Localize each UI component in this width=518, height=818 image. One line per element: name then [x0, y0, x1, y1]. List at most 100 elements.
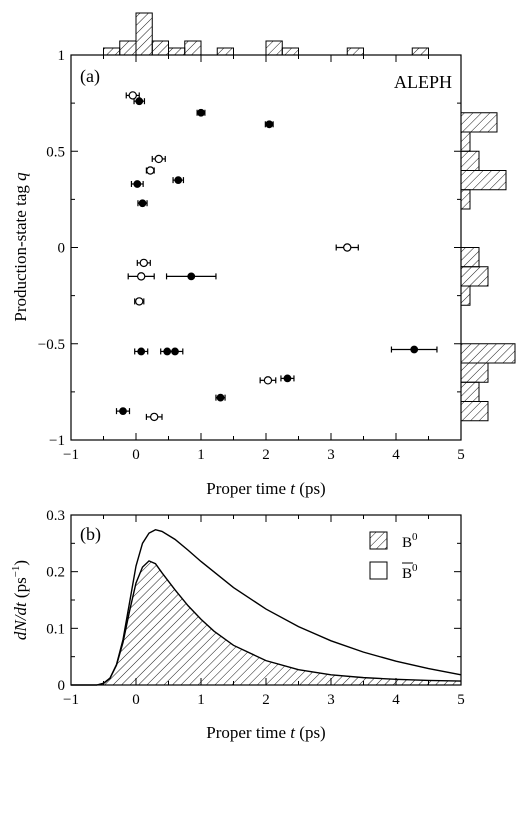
b-xtick-label: 2 [262, 692, 270, 708]
x-title-unit: (ps) [295, 479, 326, 498]
data-point-open [154, 154, 163, 164]
data-point-open [135, 297, 144, 306]
right-histogram [460, 112, 516, 422]
data-point-open [149, 412, 159, 422]
legend-swatch-b0 [369, 531, 388, 550]
panel-b-curves [71, 528, 462, 686]
legend-b0-sup: 0 [412, 531, 418, 543]
a-ytick-label: 1 [58, 48, 66, 64]
panel-b-ticks: −1 0 1 2 3 4 500.10.20.3 [46, 508, 465, 708]
right-histogram-bar [460, 266, 489, 287]
data-point-filled [133, 180, 142, 188]
x-title-prefix: Proper time [206, 479, 290, 498]
b-x-title-unit: (ps) [295, 723, 326, 742]
b-y-title-unit: (ps [11, 577, 30, 602]
b-ytick-label: 0.3 [46, 508, 65, 524]
top-histogram-bar [265, 40, 283, 56]
b0-area [97, 560, 461, 685]
data-point-open [146, 166, 155, 175]
b-ytick-label: 0.2 [46, 565, 65, 581]
right-histogram-bar [460, 247, 480, 268]
top-histogram-bar [411, 47, 429, 56]
data-point-filled [137, 347, 146, 356]
data-point-filled [138, 199, 147, 208]
b-xtick-label: −1 [63, 692, 79, 708]
aleph-label: ALEPH [394, 72, 452, 92]
data-point-open [343, 243, 352, 252]
top-histogram-bar [151, 40, 169, 56]
data-point-filled [119, 407, 127, 416]
legend-b0bar-sup: 0 [412, 562, 418, 574]
right-histogram-bar [460, 362, 489, 383]
panel-b-x-axis-title: Proper time t (ps) [206, 723, 325, 742]
data-point-filled [135, 97, 144, 106]
legend-swatch-b0bar [369, 561, 388, 580]
right-histogram-bar [460, 112, 498, 133]
legend: B0 B0 [369, 531, 418, 582]
b-y-title-var: dN/dt [11, 601, 30, 640]
legend-label-b0bar: B0 [402, 562, 418, 582]
data-point-filled [174, 176, 183, 185]
data-point-open [128, 91, 137, 100]
legend-b0bar-name: B [402, 566, 412, 582]
b-xtick-label: 5 [457, 692, 465, 708]
panel-b: −1 0 1 2 3 4 500.10.20.3 (b) B0 B0 Proper time… [10, 508, 465, 742]
a-ytick-label: 0.5 [46, 144, 65, 160]
a-ytick-label: −0.5 [38, 337, 65, 353]
data-point-filled [216, 393, 225, 402]
top-histogram-bar [168, 47, 186, 56]
b-x-title-prefix: Proper time [206, 723, 290, 742]
a-xtick-label: 0 [132, 447, 140, 463]
right-histogram-bar [460, 343, 516, 364]
legend-b0-name: B [402, 535, 412, 551]
b-x-title-var: t [290, 723, 296, 742]
data-point-filled [265, 120, 274, 129]
panel-a-points [115, 91, 438, 422]
data-point-open [263, 376, 273, 385]
y-title-var: q [11, 172, 30, 181]
panel-b-y-axis-title: dN/dt (ps−1) [10, 560, 30, 640]
right-histogram-bar [460, 401, 489, 422]
top-histogram-bar [346, 47, 364, 56]
right-histogram-bar [460, 189, 471, 210]
right-histogram-bar [460, 170, 507, 191]
top-histogram-bar [103, 47, 121, 56]
top-histogram-bar [281, 47, 299, 56]
a-xtick-label: 3 [327, 447, 335, 463]
b0bar-curve [96, 528, 462, 686]
a-xtick-label: 5 [457, 447, 465, 463]
top-histogram-bar [119, 40, 137, 56]
top-histogram-bar [184, 40, 202, 56]
y-title-prefix: Production-state tag [11, 181, 30, 322]
data-point-open [139, 258, 148, 268]
data-point-filled [197, 108, 205, 117]
right-histogram-bar [460, 381, 480, 402]
a-xtick-label: −1 [63, 447, 79, 463]
data-point-filled [283, 374, 292, 383]
data-point-filled [187, 272, 196, 281]
panel-a-ticks: −1 0 1 2 3 4 5 −1 −0.5 0 0.5 1 [38, 48, 465, 463]
data-point-filled [410, 345, 419, 354]
panel-b-label: (b) [80, 524, 101, 545]
a-ytick-label: −1 [49, 433, 65, 449]
b-xtick-label: 1 [197, 692, 205, 708]
right-histogram-bar [460, 131, 471, 152]
top-histogram-bar [135, 12, 153, 56]
b-y-title-close: ) [11, 560, 30, 566]
a-ytick-label: 0 [58, 241, 66, 257]
a-xtick-label: 1 [197, 447, 205, 463]
panel-a-y-axis-title: Production-state tag q [11, 172, 30, 322]
x-title-var: t [290, 479, 296, 498]
b-xtick-label: 3 [327, 692, 335, 708]
panel-a-label: (a) [80, 66, 100, 87]
top-histogram-bar [216, 47, 234, 56]
b-ytick-label: 0 [58, 678, 66, 694]
b-xtick-label: 4 [392, 692, 400, 708]
panel-a: −1 0 1 2 3 4 5 −1 −0.5 0 0.5 1 (a) ALEPH Proper tim… [11, 12, 516, 498]
data-point-open [136, 272, 146, 281]
right-histogram-bar [460, 285, 471, 306]
b-ytick-label: 0.1 [46, 621, 65, 637]
panel-a-x-axis-title: Proper time t (ps) [206, 479, 325, 498]
data-point-filled [171, 347, 179, 356]
